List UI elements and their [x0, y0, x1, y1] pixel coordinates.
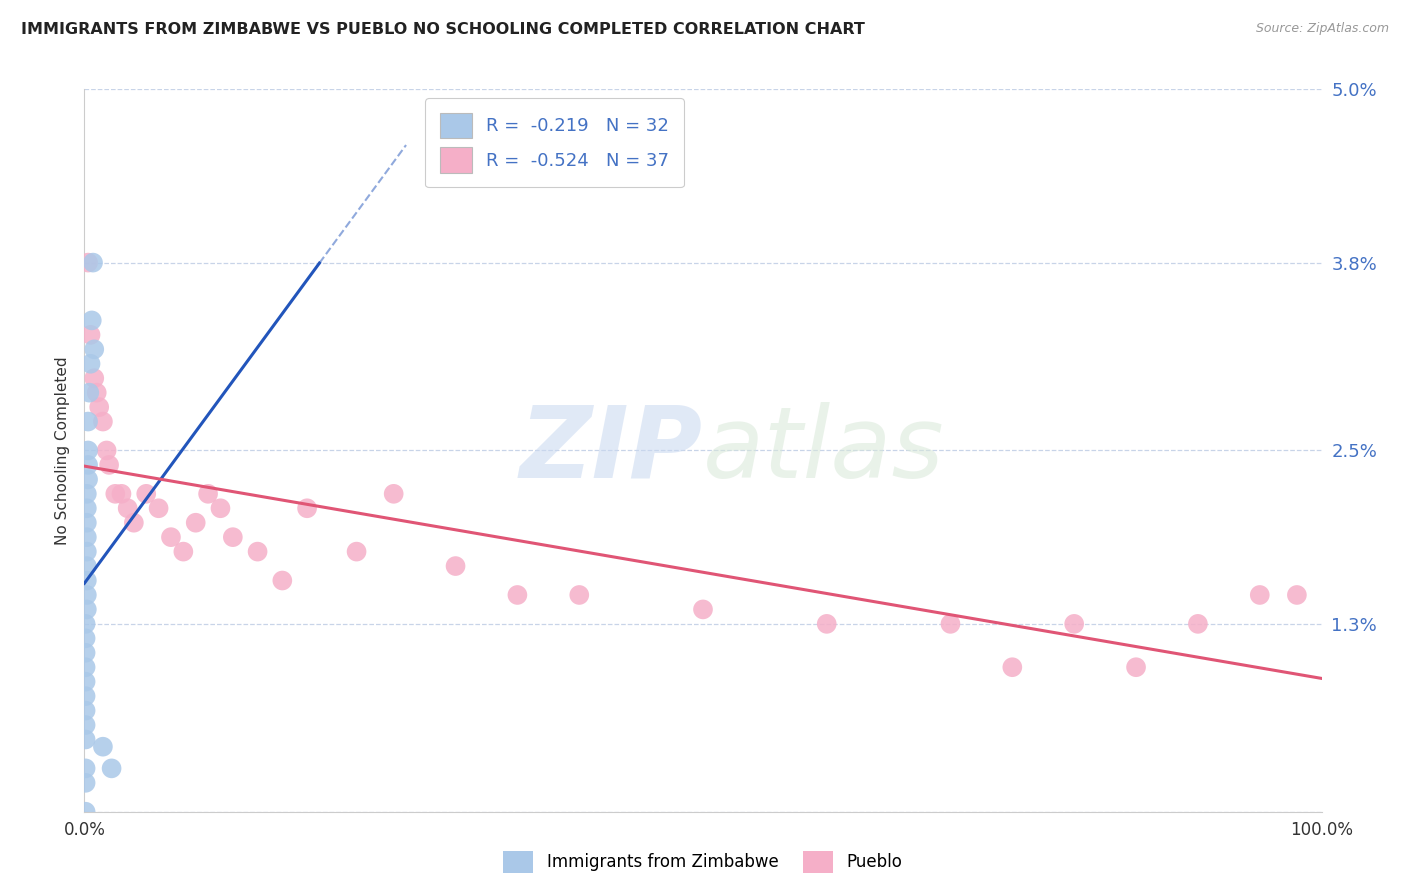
- Point: [91, 415, 114, 429]
- Point: [75, 689, 97, 703]
- Point: [160, 530, 183, 544]
- Point: [76, 516, 98, 530]
- Text: ZIP: ZIP: [520, 402, 703, 499]
- Point: [75, 704, 97, 718]
- Point: [75, 761, 97, 775]
- Legend: R =  -0.219   N = 32, R =  -0.524   N = 37: R = -0.219 N = 32, R = -0.524 N = 37: [425, 98, 683, 187]
- Point: [172, 544, 194, 558]
- Point: [246, 544, 269, 558]
- Point: [76, 487, 98, 501]
- Point: [209, 501, 232, 516]
- Text: IMMIGRANTS FROM ZIMBABWE VS PUEBLO NO SCHOOLING COMPLETED CORRELATION CHART: IMMIGRANTS FROM ZIMBABWE VS PUEBLO NO SC…: [21, 22, 865, 37]
- Point: [1125, 660, 1147, 674]
- Point: [76, 530, 98, 544]
- Point: [184, 516, 207, 530]
- Point: [692, 602, 714, 616]
- Point: [117, 501, 139, 516]
- Point: [75, 776, 97, 790]
- Point: [135, 487, 157, 501]
- Point: [96, 443, 118, 458]
- Point: [444, 559, 467, 574]
- Point: [382, 487, 405, 501]
- Point: [148, 501, 170, 516]
- Point: [506, 588, 529, 602]
- Point: [815, 616, 838, 631]
- Point: [77, 443, 100, 458]
- Point: [77, 255, 100, 269]
- Point: [79, 385, 101, 400]
- Point: [76, 544, 98, 558]
- Point: [75, 660, 97, 674]
- Point: [98, 458, 121, 472]
- Point: [110, 487, 132, 501]
- Point: [1285, 588, 1308, 602]
- Point: [91, 739, 114, 754]
- Point: [100, 761, 122, 775]
- Point: [79, 327, 101, 342]
- Point: [939, 616, 962, 631]
- Point: [104, 487, 127, 501]
- Point: [1249, 588, 1271, 602]
- Point: [77, 415, 100, 429]
- Point: [75, 805, 97, 819]
- Point: [122, 516, 145, 530]
- Point: [77, 458, 100, 472]
- Point: [75, 632, 97, 646]
- Legend: Immigrants from Zimbabwe, Pueblo: Immigrants from Zimbabwe, Pueblo: [496, 845, 910, 880]
- Point: [79, 357, 101, 371]
- Point: [77, 472, 100, 486]
- Point: [271, 574, 294, 588]
- Y-axis label: No Schooling Completed: No Schooling Completed: [55, 356, 70, 545]
- Point: [76, 602, 98, 616]
- Point: [75, 646, 97, 660]
- Point: [295, 501, 318, 516]
- Point: [86, 385, 108, 400]
- Point: [76, 574, 98, 588]
- Point: [346, 544, 368, 558]
- Point: [75, 616, 97, 631]
- Point: [197, 487, 219, 501]
- Point: [83, 371, 105, 385]
- Point: [1001, 660, 1024, 674]
- Point: [75, 718, 97, 732]
- Point: [76, 501, 98, 516]
- Point: [80, 313, 103, 327]
- Text: Source: ZipAtlas.com: Source: ZipAtlas.com: [1256, 22, 1389, 36]
- Text: atlas: atlas: [703, 402, 945, 499]
- Point: [82, 255, 104, 269]
- Point: [89, 400, 111, 414]
- Point: [1063, 616, 1085, 631]
- Point: [568, 588, 591, 602]
- Point: [76, 559, 98, 574]
- Point: [222, 530, 245, 544]
- Point: [1187, 616, 1209, 631]
- Point: [76, 588, 98, 602]
- Point: [75, 732, 97, 747]
- Point: [75, 674, 97, 689]
- Point: [83, 343, 105, 357]
